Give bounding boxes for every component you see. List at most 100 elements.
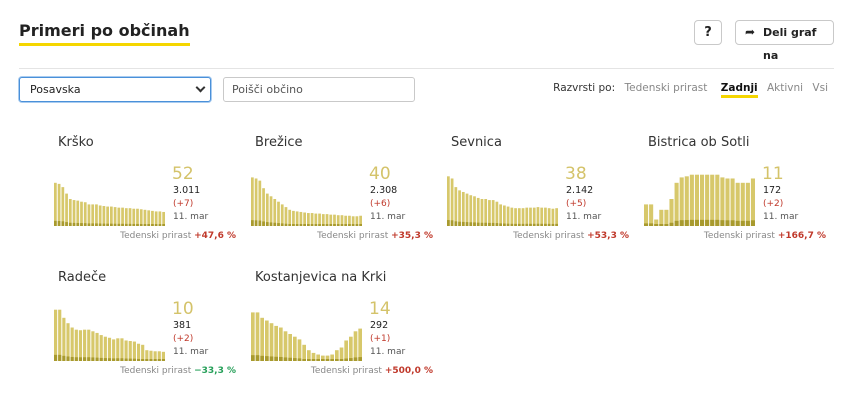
sparkline-bar-daily bbox=[117, 223, 121, 226]
sparkline-bar-daily bbox=[87, 357, 91, 361]
sparkline-bar-daily bbox=[514, 223, 517, 226]
sparkline-bar-daily bbox=[139, 223, 143, 226]
sparkline-bar bbox=[98, 205, 102, 226]
sparkline-bar-daily bbox=[279, 356, 283, 361]
sparkline-bar bbox=[255, 312, 260, 361]
weekly-growth-value: +35,3 % bbox=[391, 231, 433, 241]
sparkline-bar-daily bbox=[311, 359, 316, 361]
weekly-growth-value: −33,3 % bbox=[194, 366, 236, 376]
municipality-search-input[interactable] bbox=[223, 77, 415, 102]
sort-option-all[interactable]: Vsi bbox=[812, 82, 828, 94]
municipality-name: Bistrica ob Sotli bbox=[648, 135, 750, 150]
daily-delta: (+2) bbox=[173, 334, 194, 344]
weekly-growth-value: +166,7 % bbox=[777, 231, 826, 241]
sparkline-bar-daily bbox=[297, 358, 302, 361]
sparkline-bar-daily bbox=[95, 357, 99, 361]
sparkline-bar bbox=[745, 182, 750, 226]
municipality-card[interactable]: Kostanjevica na Krki 14 292 (+1) 11. mar Tede… bbox=[251, 255, 441, 385]
sparkline-bar bbox=[136, 343, 141, 361]
sparkline-bar-daily bbox=[495, 223, 499, 226]
sparkline-bar-daily bbox=[735, 220, 740, 226]
sparkline-bar-daily bbox=[102, 223, 106, 226]
sparkline-bar-daily bbox=[525, 223, 529, 226]
municipality-card[interactable]: Krško 52 3.011 (+7) 11. mar Tedenski prirast … bbox=[54, 120, 244, 250]
sparkline-bar bbox=[269, 196, 273, 226]
sparkline-bar-daily bbox=[76, 222, 80, 226]
sparkline-bar bbox=[74, 329, 78, 361]
sparkline-bar-daily bbox=[551, 223, 555, 226]
sparkline-bar-daily bbox=[153, 359, 157, 361]
sparkline-bar bbox=[333, 214, 336, 226]
sparkline-chart bbox=[251, 177, 362, 226]
sparkline-bar-daily bbox=[540, 223, 544, 226]
sparkline-bar-daily bbox=[750, 220, 755, 226]
sparkline-bar bbox=[740, 182, 745, 226]
weekly-growth-label: Tedenski prirast bbox=[513, 231, 588, 241]
sparkline-bar bbox=[139, 209, 143, 226]
sparkline-bar-daily bbox=[99, 357, 103, 361]
sparkline-bar-daily bbox=[284, 223, 288, 226]
sparkline-bar-daily bbox=[120, 358, 124, 361]
weekly-growth: Tedenski prirast −33,3 % bbox=[120, 366, 236, 376]
sort-option-weekly-growth[interactable]: Tedenski prirast bbox=[624, 82, 708, 94]
sparkline-bar-daily bbox=[254, 220, 258, 226]
sparkline-bar-daily bbox=[110, 223, 113, 226]
sparkline-bar-daily bbox=[283, 357, 288, 361]
sort-option-active[interactable]: Aktivni bbox=[766, 82, 804, 94]
sparkline-bar bbox=[95, 204, 98, 226]
sparkline-bar-daily bbox=[274, 356, 278, 361]
municipality-name: Sevnica bbox=[451, 135, 502, 150]
sparkline-bar bbox=[141, 344, 145, 361]
sparkline-bar-daily bbox=[265, 356, 269, 361]
weekly-growth-value: +53,3 % bbox=[587, 231, 629, 241]
weekly-growth: Tedenski prirast +53,3 % bbox=[513, 231, 629, 241]
sparkline-bar-daily bbox=[83, 223, 87, 226]
sparkline-bar-daily bbox=[359, 224, 362, 226]
sparkline-bar-daily bbox=[277, 223, 280, 226]
sparkline-bar-daily bbox=[325, 359, 330, 361]
sparkline-bar bbox=[91, 331, 95, 361]
sparkline-bar bbox=[153, 351, 157, 361]
share-button[interactable]: ➦ Deli graf na bbox=[735, 20, 834, 62]
sparkline-bar-daily bbox=[87, 223, 91, 226]
sparkline-bar bbox=[107, 337, 112, 361]
sparkline-bar bbox=[66, 323, 70, 361]
sparkline-bar bbox=[76, 200, 80, 226]
sparkline-bar-daily bbox=[57, 220, 61, 226]
sparkline-bar-daily bbox=[348, 224, 351, 226]
sparkline-bar bbox=[65, 193, 68, 226]
sparkline-bar-daily bbox=[141, 359, 145, 361]
sparkline-bar-daily bbox=[78, 357, 83, 361]
municipality-card[interactable]: Radeče 10 381 (+2) 11. mar Tedenski prirast −… bbox=[54, 255, 244, 385]
sparkline-bar bbox=[303, 212, 306, 226]
municipality-card[interactable]: Bistrica ob Sotli 11 172 (+2) 11. mar Tedensk… bbox=[644, 120, 834, 250]
sparkline-bar bbox=[491, 200, 495, 226]
sparkline-bar bbox=[297, 339, 302, 361]
municipality-name: Radeče bbox=[58, 270, 107, 285]
sparkline-bar bbox=[120, 338, 124, 361]
sparkline-bar bbox=[302, 344, 306, 361]
help-button[interactable]: ? bbox=[694, 20, 722, 45]
sparkline-bar bbox=[58, 309, 62, 361]
sparkline-bar-daily bbox=[132, 223, 136, 226]
region-select[interactable]: Posavska bbox=[19, 77, 211, 102]
weekly-growth-label: Tedenski prirast bbox=[703, 231, 778, 241]
sparkline-bar-daily bbox=[307, 224, 310, 226]
sort-option-latest[interactable]: Zadnji bbox=[720, 82, 758, 98]
sparkline-bar-daily bbox=[644, 223, 649, 226]
municipality-card[interactable]: Sevnica 38 2.142 (+5) 11. mar Tedenski priras… bbox=[447, 120, 637, 250]
sparkline-bar bbox=[674, 182, 679, 226]
sparkline-bar bbox=[461, 191, 465, 226]
sparkline-bar-daily bbox=[58, 354, 62, 361]
sparkline-bar bbox=[70, 327, 74, 361]
sparkline-bar-daily bbox=[335, 359, 339, 361]
sparkline-bar-daily bbox=[65, 222, 68, 226]
sparkline-bar-daily bbox=[302, 359, 306, 361]
sparkline-bar bbox=[307, 350, 311, 361]
sparkline-bar-daily bbox=[255, 355, 260, 361]
municipality-card[interactable]: Brežice 40 2.308 (+6) 11. mar Tedenski priras… bbox=[251, 120, 441, 250]
sparkline-bar bbox=[536, 207, 540, 226]
sparkline-bar bbox=[659, 209, 664, 226]
total-count: 381 bbox=[173, 320, 192, 331]
sparkline-bar bbox=[293, 336, 297, 361]
